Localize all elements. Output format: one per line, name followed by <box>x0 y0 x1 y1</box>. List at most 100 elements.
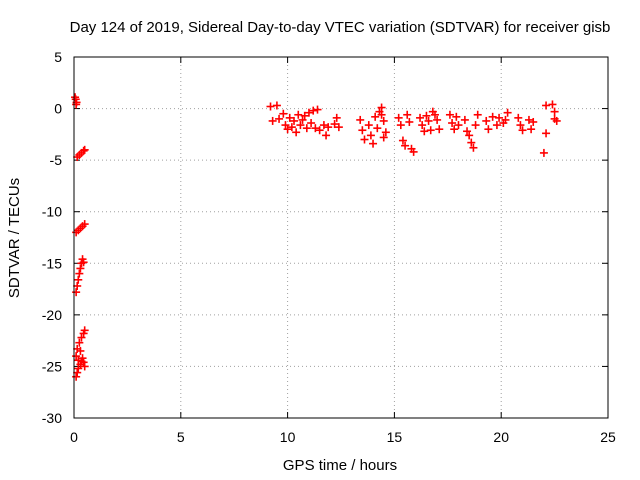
data-point <box>426 126 435 135</box>
data-point <box>272 101 281 110</box>
plot-frame <box>73 56 609 419</box>
data-point <box>454 121 463 130</box>
data-point <box>78 354 87 363</box>
data-point <box>319 121 328 130</box>
data-point <box>75 269 84 278</box>
data-point <box>296 121 305 130</box>
y-axis-label: SDTVAR / TECUs <box>6 178 23 298</box>
data-point <box>542 101 551 110</box>
data-point <box>73 368 82 377</box>
data-point <box>422 111 431 120</box>
data-point <box>79 146 88 155</box>
data-point <box>74 356 83 365</box>
data-point <box>75 338 84 347</box>
data-point <box>445 110 454 119</box>
data-point <box>377 103 386 112</box>
data-point <box>72 352 81 361</box>
data-point <box>418 121 427 130</box>
data-point <box>469 143 478 152</box>
y-tick-label: 5 <box>54 49 62 65</box>
data-point <box>332 113 341 122</box>
data-point <box>452 112 461 121</box>
data-point <box>409 147 418 156</box>
data-point <box>550 107 559 116</box>
data-point <box>364 121 373 130</box>
data-point <box>529 117 538 126</box>
data-point <box>416 113 425 122</box>
data-point <box>72 100 81 109</box>
data-point <box>322 131 331 140</box>
data-point <box>501 115 510 124</box>
x-tick-label: 15 <box>387 429 403 445</box>
y-tick-label: -25 <box>42 358 62 374</box>
data-point <box>360 135 369 144</box>
data-point <box>424 116 433 125</box>
data-point <box>435 125 444 134</box>
data-point <box>377 110 386 119</box>
data-point <box>309 106 318 115</box>
data-point <box>484 125 493 134</box>
data-point <box>467 138 476 147</box>
data-point <box>488 112 497 121</box>
data-point <box>379 133 388 142</box>
data-point <box>358 126 367 135</box>
data-point <box>539 148 548 157</box>
data-point <box>463 127 472 136</box>
data-point <box>548 100 557 109</box>
data-point <box>76 346 85 355</box>
data-point <box>398 136 407 145</box>
y-tick-label: 0 <box>54 101 62 117</box>
data-point <box>285 113 294 122</box>
x-tick-label: 10 <box>280 429 296 445</box>
data-point <box>298 115 307 124</box>
data-point <box>79 258 88 267</box>
y-tick-label: -15 <box>42 255 62 271</box>
data-point <box>371 112 380 121</box>
data-point <box>492 121 501 130</box>
data-point <box>465 131 474 140</box>
data-point <box>80 326 89 335</box>
data-point <box>518 126 527 135</box>
data-point <box>281 121 290 130</box>
data-point <box>542 129 551 138</box>
x-tick-label: 20 <box>493 429 509 445</box>
x-tick-label: 0 <box>70 429 78 445</box>
data-point <box>405 117 414 126</box>
data-point <box>448 119 457 128</box>
y-tick-label: -10 <box>42 204 62 220</box>
y-tick-label: -5 <box>50 152 63 168</box>
data-point <box>307 119 316 128</box>
data-point <box>366 131 375 140</box>
y-tick-label: -30 <box>42 410 62 426</box>
data-point <box>72 372 81 381</box>
data-point <box>401 141 410 150</box>
data-point <box>396 121 405 130</box>
data-point <box>524 115 533 124</box>
data-point <box>330 120 339 129</box>
data-point <box>369 139 378 148</box>
data-point <box>403 110 412 119</box>
data-point <box>373 124 382 133</box>
data-point <box>283 125 292 134</box>
x-tick-label: 25 <box>600 429 616 445</box>
x-tick-label: 5 <box>177 429 185 445</box>
data-points <box>71 93 561 381</box>
chart-title: Day 124 of 2019, Sidereal Day-to-day VTE… <box>70 19 611 36</box>
data-point <box>80 145 89 154</box>
data-point <box>292 128 301 137</box>
data-point <box>473 110 482 119</box>
data-point <box>80 362 89 371</box>
y-tick-label: -20 <box>42 307 62 323</box>
data-point <box>268 116 277 125</box>
grid <box>74 57 608 418</box>
data-point <box>275 114 284 123</box>
data-point <box>394 113 403 122</box>
data-point <box>79 358 88 367</box>
data-point <box>356 115 365 124</box>
data-point <box>503 108 512 117</box>
data-point <box>514 113 523 122</box>
data-point <box>300 111 309 120</box>
data-point <box>379 116 388 125</box>
data-point <box>516 121 525 130</box>
